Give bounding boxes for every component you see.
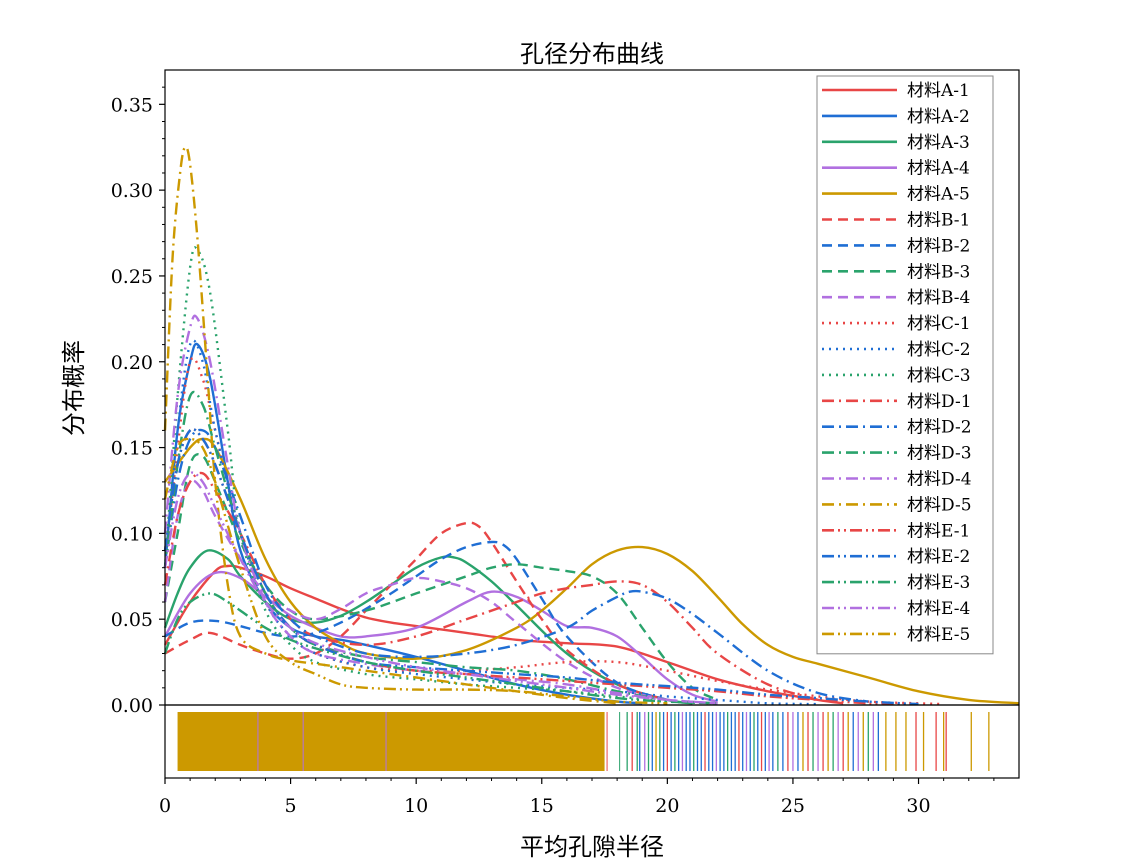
- series-line-a-3: [163, 549, 693, 705]
- y-tick-label: 0.30: [111, 180, 153, 202]
- series-line-b-1: [164, 521, 668, 702]
- x-tick-label: 10: [404, 795, 428, 817]
- x-axis: 0 5 10 15 20 25 30: [159, 778, 995, 817]
- legend-label: 材料A-3: [907, 133, 970, 153]
- x-axis-label: 平均孔隙半径: [520, 833, 664, 861]
- x-tick-label: 0: [159, 795, 171, 817]
- y-tick-label: 0.25: [111, 266, 153, 288]
- y-tick-label: 0.00: [111, 695, 153, 717]
- legend-label: 材料D-5: [907, 495, 972, 515]
- series-line-d-2: [163, 428, 869, 703]
- y-tick-label: 0.15: [111, 438, 153, 460]
- y-tick-label: 0.20: [111, 352, 153, 374]
- legend-label: 材料B-4: [907, 288, 970, 308]
- series-line-a-1: [163, 564, 844, 705]
- x-tick-label: 20: [655, 795, 679, 817]
- legend-label: 材料D-2: [907, 418, 972, 438]
- series-line-b-4: [163, 479, 668, 702]
- legend-label: 材料C-2: [907, 340, 971, 360]
- series-line-d-5: [163, 145, 618, 705]
- legend-label: 材料C-3: [907, 366, 971, 386]
- series-line-e-3: [163, 592, 718, 705]
- legend-label: 材料D-1: [907, 392, 972, 412]
- x-tick-label: 25: [781, 795, 805, 817]
- legend: 材料A-1 材料A-2 材料A-3 材料A-4 材料A-5 材料B-1 材料B-2 材料B-3…: [816, 75, 994, 655]
- y-axis: 0.00 0.05 0.10 0.15 0.20 0.25 0.30 0.35: [111, 86, 165, 717]
- chart-title: 孔径分布曲线: [520, 40, 664, 68]
- curves-layer: [163, 145, 1020, 706]
- legend-label: 材料B-2: [907, 236, 970, 256]
- series-line-a-4: [163, 570, 718, 703]
- legend-label: 材料B-3: [907, 262, 970, 282]
- series-line-b-2: [164, 540, 668, 702]
- series-line-c-3: [163, 246, 718, 705]
- series-line-b-3: [163, 453, 719, 701]
- y-tick-label: 0.35: [111, 94, 153, 116]
- legend-box: [816, 75, 994, 655]
- rug-dense-band: [177, 712, 605, 771]
- legend-label: 材料E-1: [907, 521, 970, 541]
- legend-label: 材料A-1: [907, 81, 970, 101]
- legend-label: 材料E-5: [907, 625, 970, 645]
- legend-label: 材料A-5: [907, 185, 970, 205]
- series-line-e-4: [163, 471, 718, 705]
- x-tick-label: 15: [530, 795, 554, 817]
- legend-label: 材料D-3: [907, 444, 972, 464]
- series-line-e-5: [163, 437, 668, 705]
- x-tick-label: 5: [285, 795, 297, 817]
- series-line-d-4: [163, 314, 718, 705]
- y-tick-label: 0.10: [111, 523, 153, 545]
- y-tick-label: 0.05: [111, 609, 153, 631]
- legend-label: 材料B-1: [907, 211, 970, 231]
- legend-label: 材料A-4: [907, 159, 970, 179]
- legend-label: 材料D-4: [907, 470, 972, 490]
- legend-label: 材料E-4: [907, 599, 970, 619]
- legend-label: 材料C-1: [907, 314, 971, 334]
- y-axis-label: 分布概率: [60, 340, 88, 436]
- x-tick-label: 30: [906, 795, 930, 817]
- legend-label: 材料E-2: [907, 547, 970, 567]
- series-line-d-1: [163, 471, 819, 702]
- rug-layer: [177, 712, 990, 771]
- legend-label: 材料E-3: [907, 573, 970, 593]
- legend-label: 材料A-2: [907, 107, 970, 127]
